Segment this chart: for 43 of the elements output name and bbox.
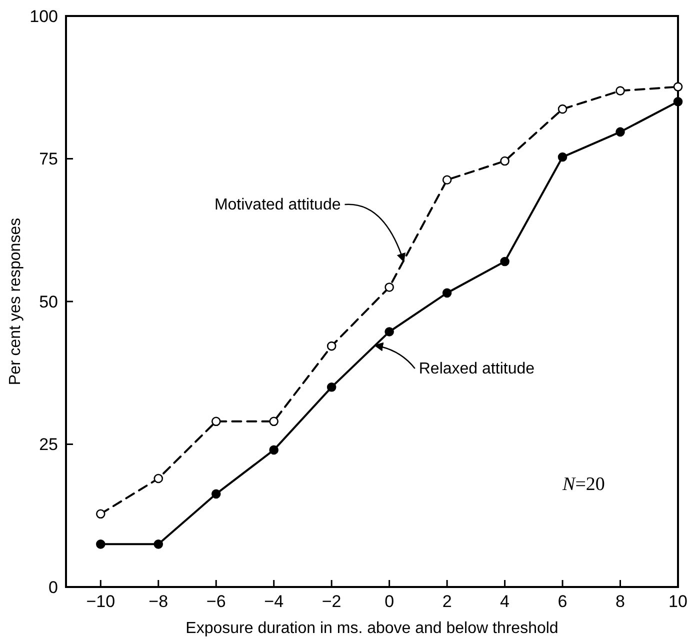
x-tick-label: −2 <box>322 592 342 611</box>
y-tick-label: 25 <box>39 435 58 454</box>
point <box>500 156 510 166</box>
y-tick-label: 50 <box>39 292 58 312</box>
x-tick-label: 10 <box>668 592 688 611</box>
point <box>442 175 452 185</box>
annotation: Motivated attitude <box>214 196 341 214</box>
annotation: N=20 <box>562 474 605 495</box>
x-axis-title: Exposure duration in ms. above and below threshold <box>186 620 558 637</box>
y-tick-label: 100 <box>30 6 58 26</box>
point <box>616 86 625 96</box>
point <box>211 416 221 426</box>
point <box>500 256 510 266</box>
point <box>154 474 164 484</box>
x-tick-label: −4 <box>264 592 284 611</box>
x-tick-label: −6 <box>206 592 226 611</box>
point <box>673 82 683 92</box>
x-tick-label: 2 <box>442 592 452 611</box>
point <box>558 104 568 114</box>
point <box>96 509 106 519</box>
x-tick-label: 6 <box>558 592 568 611</box>
point <box>558 152 568 162</box>
y-tick-label: 0 <box>48 578 58 597</box>
x-tick-label: 4 <box>500 592 510 611</box>
x-tick-label: −10 <box>86 592 116 611</box>
point <box>384 327 394 336</box>
point <box>269 445 278 455</box>
y-tick-label: 75 <box>39 150 58 169</box>
point <box>154 540 164 549</box>
point <box>442 288 452 298</box>
point <box>96 540 106 549</box>
x-tick-label: −8 <box>148 592 168 611</box>
x-tick-label: 0 <box>384 592 394 611</box>
point <box>211 489 221 499</box>
point <box>326 382 336 392</box>
point <box>269 416 278 426</box>
y-axis-title: Per cent yes responses <box>7 218 24 386</box>
point <box>326 341 336 351</box>
x-tick-label: 8 <box>616 592 625 611</box>
point <box>673 97 683 106</box>
point <box>384 282 394 292</box>
point <box>616 127 625 137</box>
annotation: Relaxed attitude <box>418 360 535 378</box>
